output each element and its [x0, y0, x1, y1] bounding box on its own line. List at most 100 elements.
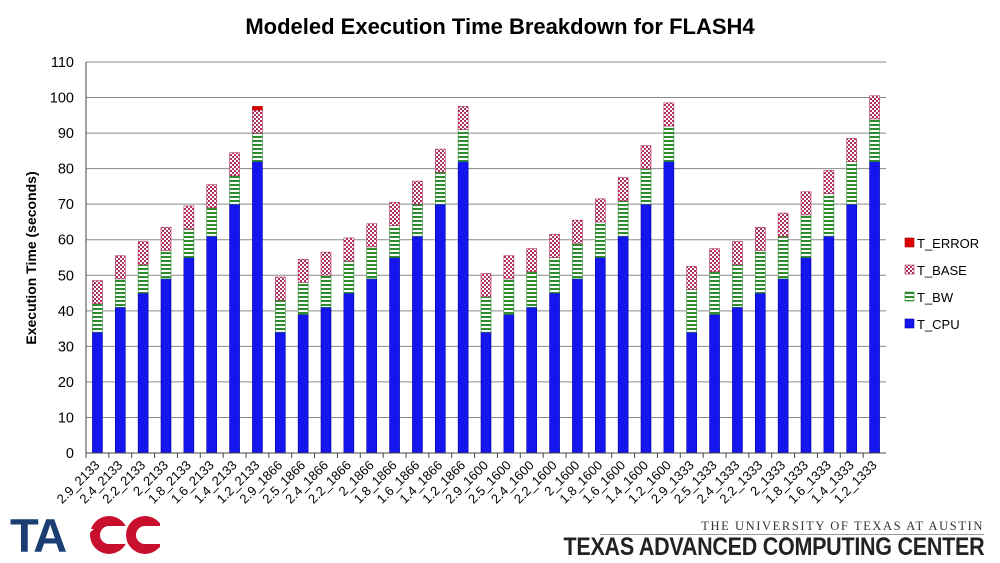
bar-segment-t-bw	[229, 175, 240, 205]
bar-segment-t-cpu	[366, 278, 378, 454]
bar-segment-t-bw	[686, 289, 698, 333]
bar-segment-t-bw	[663, 125, 675, 162]
bar-segment-t-cpu	[709, 314, 720, 454]
bar-segment-t-bw	[274, 299, 286, 333]
legend-label: T_ERROR	[917, 236, 979, 251]
y-tick-label: 100	[50, 91, 74, 107]
bar-segment-t-bw	[732, 264, 743, 308]
bar-segment-t-base	[252, 109, 263, 134]
y-tick-label: 30	[58, 339, 74, 355]
bar-segment-t-bw	[594, 221, 606, 258]
bar-segment-t-base	[823, 170, 835, 194]
bar-segment-t-base	[366, 223, 378, 248]
bar-segment-t-cpu	[754, 292, 766, 454]
bar-segment-t-base	[320, 251, 332, 276]
y-tick-label: 80	[58, 162, 74, 178]
bar-segment-t-cpu	[183, 257, 195, 454]
bar-segment-t-bw	[366, 246, 378, 280]
bar-segment-t-base	[572, 219, 583, 244]
bar-segment-t-cpu	[320, 306, 332, 454]
bar-segment-t-base	[206, 184, 218, 209]
y-axis-label: Execution Time (seconds)	[23, 171, 39, 344]
legend-swatch-t-error	[904, 237, 915, 248]
bar-segment-t-cpu	[434, 203, 446, 454]
bars	[92, 95, 880, 454]
bar-segment-t-base	[229, 152, 240, 177]
legend-swatch-t-cpu	[904, 318, 915, 329]
legend-label: T_BASE	[917, 263, 967, 278]
bar-segment-t-cpu	[686, 331, 698, 454]
bar-segment-t-bw	[869, 118, 880, 162]
stacked-bar-chart: 01020304050607080901001102.9_21332.4_213…	[23, 55, 979, 506]
bar-segment-t-base	[686, 266, 698, 290]
bar-segment-t-base	[412, 180, 423, 205]
bar-segment-t-cpu	[274, 331, 286, 454]
y-tick-label: 0	[66, 446, 74, 462]
bar-segment-t-base	[594, 198, 606, 223]
bar-segment-t-cpu	[206, 235, 218, 454]
bar-segment-t-cpu	[594, 257, 606, 454]
bar-segment-t-cpu	[343, 292, 355, 454]
bar-segment-t-bw	[412, 203, 423, 237]
bar-segment-t-bw	[160, 250, 172, 280]
bar-segment-t-base	[709, 248, 720, 273]
bar-segment-t-cpu	[114, 306, 126, 454]
bar-segment-t-bw	[709, 271, 720, 315]
bar-segment-t-bw	[480, 296, 492, 333]
bar-segment-t-bw	[777, 235, 789, 280]
legend-swatch-t-bw	[904, 291, 915, 302]
bar-segment-t-base	[503, 255, 515, 280]
bar-segment-t-base	[526, 248, 538, 273]
y-tick-label: 50	[58, 268, 74, 284]
bar-segment-t-bw	[389, 225, 400, 258]
bar-segment-t-base	[869, 95, 880, 120]
bar-segment-t-base	[732, 241, 743, 265]
bar-segment-t-cpu	[229, 203, 240, 454]
bar-segment-t-base	[160, 226, 172, 251]
bar-segment-t-bw	[252, 132, 263, 162]
bar-segment-t-bw	[434, 171, 446, 205]
bar-segment-t-cpu	[389, 257, 400, 454]
bar-segment-t-cpu	[572, 278, 583, 454]
bar-segment-t-base	[617, 177, 629, 201]
bar-segment-t-bw	[114, 278, 126, 308]
bar-segment-t-base	[457, 106, 469, 130]
y-tick-label: 110	[51, 55, 74, 71]
bar-segment-t-cpu	[640, 203, 652, 454]
legend-label: T_BW	[917, 290, 954, 305]
bar-segment-t-base	[389, 202, 400, 226]
bar-segment-t-bw	[754, 250, 766, 294]
bar-segment-t-bw	[640, 168, 652, 205]
bar-segment-t-base	[434, 148, 446, 173]
bar-segment-t-cpu	[869, 161, 880, 454]
bar-segment-t-base	[640, 145, 652, 169]
legend: T_ERROR T_BASE T_BW T_CPU	[904, 236, 979, 332]
bar-segment-t-bw	[183, 228, 195, 258]
bar-segment-t-base	[777, 212, 789, 237]
bar-segment-t-cpu	[846, 203, 858, 454]
tacc-logo: TA	[10, 512, 160, 558]
bar-segment-t-cpu	[663, 161, 675, 454]
bar-segment-t-base	[663, 102, 675, 127]
bar-segment-t-base	[137, 241, 149, 265]
bar-segment-t-base	[343, 237, 355, 262]
bar-segment-t-bw	[92, 303, 103, 333]
y-tick-label: 60	[58, 233, 74, 249]
bar-segment-t-base	[800, 191, 812, 216]
bar-segment-t-bw	[549, 257, 560, 294]
bar-segment-t-bw	[320, 274, 332, 308]
svg-text:TA: TA	[10, 512, 66, 558]
bar-segment-t-bw	[137, 264, 149, 294]
bar-segment-t-base	[549, 234, 560, 258]
bar-segment-t-error	[252, 106, 263, 111]
bar-segment-t-cpu	[549, 292, 560, 454]
bar-segment-t-base	[183, 205, 195, 230]
bar-segment-t-cpu	[92, 331, 103, 454]
y-tick-label: 10	[58, 410, 74, 426]
y-tick-label: 40	[58, 304, 74, 320]
bar-segment-t-cpu	[297, 314, 309, 454]
y-tick-label: 90	[58, 126, 74, 142]
bar-segment-t-bw	[206, 207, 218, 237]
bar-segment-t-base	[114, 255, 126, 280]
bar-segment-t-cpu	[480, 331, 492, 454]
